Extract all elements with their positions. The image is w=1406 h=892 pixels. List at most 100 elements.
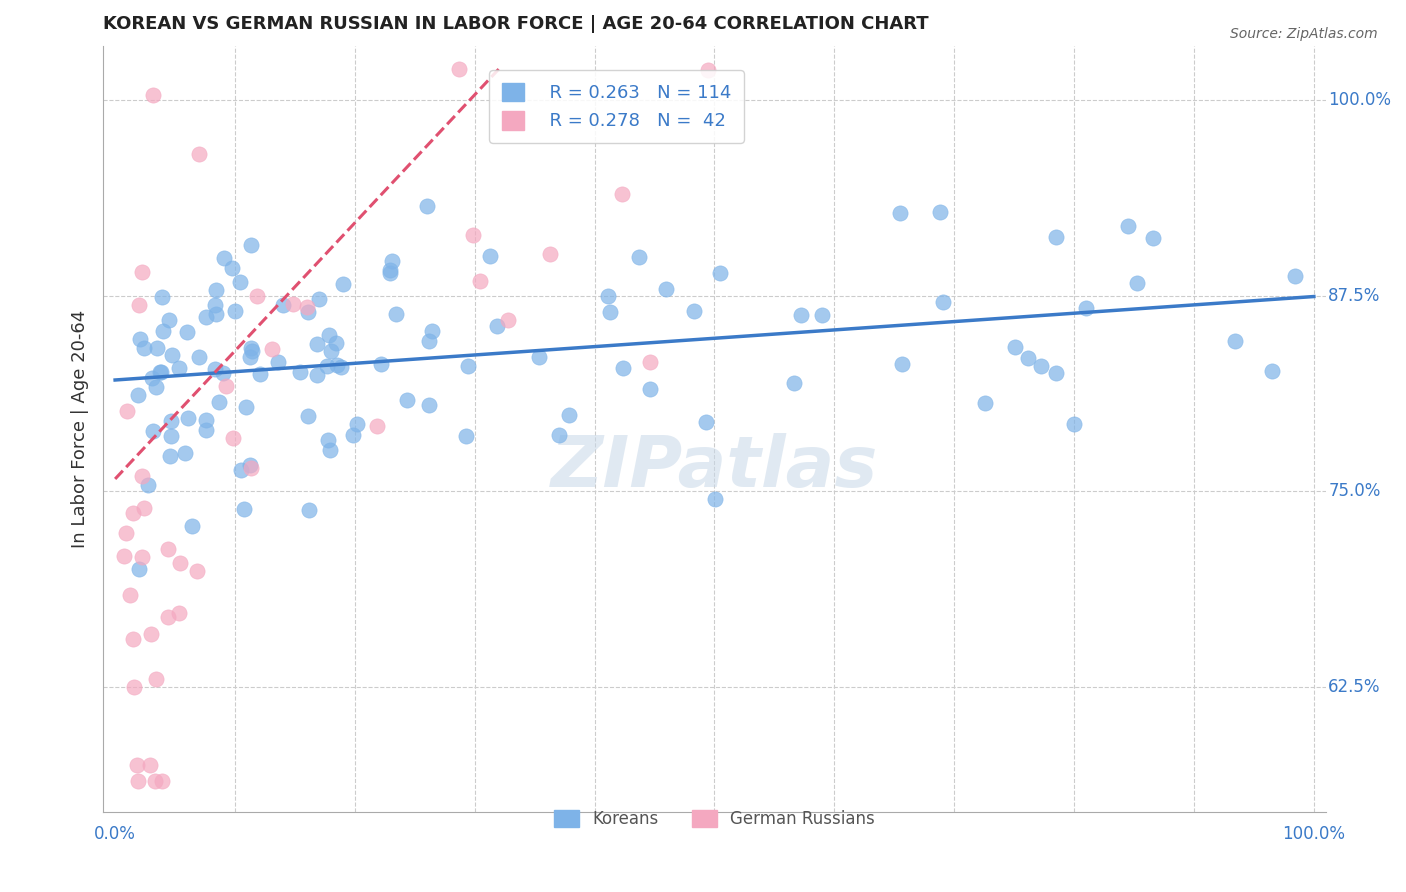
Koreans [342, 427, 364, 442]
German Russians [187, 147, 209, 161]
Koreans [221, 261, 243, 276]
Koreans [167, 361, 190, 376]
Koreans [627, 250, 650, 264]
German Russians [139, 627, 162, 641]
Koreans [308, 292, 330, 306]
German Russians [638, 355, 661, 369]
Koreans [315, 359, 337, 373]
Koreans [204, 284, 226, 298]
Koreans [267, 355, 290, 369]
German Russians [118, 588, 141, 602]
Koreans [599, 305, 621, 319]
Koreans [384, 308, 406, 322]
Koreans [974, 396, 997, 410]
Koreans [204, 362, 226, 376]
German Russians [131, 550, 153, 565]
Koreans [142, 424, 165, 438]
German Russians [131, 468, 153, 483]
Koreans [346, 417, 368, 432]
German Russians [470, 274, 492, 288]
German Russians [281, 297, 304, 311]
Koreans [1063, 417, 1085, 432]
German Russians [246, 289, 269, 303]
Koreans [211, 367, 233, 381]
Koreans [205, 307, 228, 321]
Koreans [195, 310, 218, 324]
Koreans [290, 365, 312, 379]
Koreans [1029, 359, 1052, 374]
Koreans [640, 382, 662, 396]
Koreans [1004, 340, 1026, 354]
Text: 0.0%: 0.0% [94, 824, 136, 843]
Koreans [418, 398, 440, 412]
Koreans [1076, 301, 1098, 315]
German Russians [222, 431, 245, 445]
Koreans [790, 309, 813, 323]
Koreans [150, 290, 173, 304]
German Russians [115, 526, 138, 541]
Koreans [146, 341, 169, 355]
Text: 87.5%: 87.5% [1329, 287, 1381, 305]
Koreans [381, 254, 404, 268]
Koreans [811, 308, 834, 322]
Koreans [240, 344, 263, 359]
Text: KOREAN VS GERMAN RUSSIAN IN LABOR FORCE | AGE 20-64 CORRELATION CHART: KOREAN VS GERMAN RUSSIAN IN LABOR FORCE … [103, 15, 929, 33]
German Russians [127, 773, 149, 788]
German Russians [696, 63, 718, 78]
Koreans [233, 502, 256, 516]
German Russians [156, 541, 179, 556]
Koreans [596, 289, 619, 303]
Koreans [1045, 367, 1067, 381]
Koreans [208, 394, 231, 409]
Koreans [695, 415, 717, 429]
Koreans [420, 324, 443, 338]
Koreans [159, 449, 181, 463]
Text: 100.0%: 100.0% [1282, 824, 1346, 843]
Koreans [457, 359, 479, 373]
Koreans [1017, 351, 1039, 365]
Koreans [326, 358, 349, 372]
German Russians [143, 773, 166, 788]
Koreans [319, 344, 342, 359]
Koreans [150, 366, 173, 380]
Koreans [557, 409, 579, 423]
Koreans [188, 351, 211, 365]
Koreans [890, 357, 912, 371]
Koreans [418, 334, 440, 349]
German Russians [169, 557, 191, 571]
Koreans [145, 380, 167, 394]
Koreans [318, 328, 340, 343]
German Russians [139, 758, 162, 772]
Koreans [370, 357, 392, 371]
Text: 62.5%: 62.5% [1329, 678, 1381, 696]
Koreans [1261, 364, 1284, 378]
Koreans [212, 251, 235, 265]
Koreans [249, 367, 271, 381]
Koreans [229, 276, 252, 290]
Koreans [239, 238, 262, 252]
Koreans [1223, 334, 1246, 348]
German Russians [121, 507, 143, 521]
German Russians [122, 632, 145, 646]
German Russians [186, 564, 208, 578]
Koreans [195, 413, 218, 427]
Koreans [134, 341, 156, 355]
Koreans [157, 313, 180, 327]
German Russians [128, 298, 150, 312]
Koreans [174, 446, 197, 460]
Koreans [932, 294, 955, 309]
Koreans [1045, 230, 1067, 244]
Koreans [479, 249, 502, 263]
Koreans [682, 304, 704, 318]
Koreans [527, 350, 550, 364]
German Russians [115, 403, 138, 417]
German Russians [150, 773, 173, 788]
Koreans [709, 266, 731, 280]
German Russians [610, 186, 633, 201]
Koreans [378, 266, 401, 280]
Koreans [176, 325, 198, 339]
Koreans [655, 282, 678, 296]
German Russians [112, 549, 135, 563]
Koreans [235, 400, 257, 414]
Koreans [330, 359, 353, 374]
